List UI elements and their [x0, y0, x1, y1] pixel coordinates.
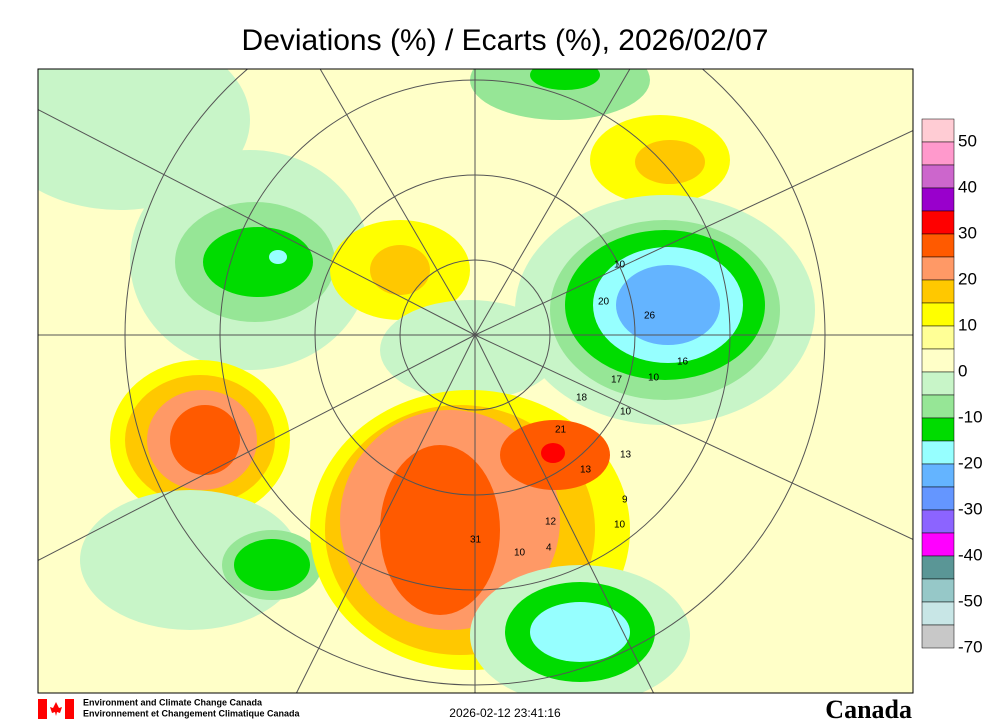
title: Deviations (%) / Ecarts (%), 2026/02/07 [242, 24, 769, 57]
legend-swatch [921, 394, 955, 419]
station-value: 18 [576, 393, 588, 404]
legend-swatch [921, 302, 955, 327]
station-value: 17 [611, 375, 623, 386]
legend-swatch [921, 187, 955, 212]
station-value: 4 [546, 543, 552, 554]
station-value: 10 [614, 260, 626, 271]
timestamp: 2026-02-12 23:41:16 [449, 706, 561, 720]
legend-label: -30 [958, 499, 983, 518]
legend-swatch [921, 555, 955, 580]
legend-swatch [921, 601, 955, 626]
legend-swatch [921, 463, 955, 488]
legend-swatch [921, 256, 955, 281]
legend-label: -70 [958, 637, 983, 656]
legend-swatch [921, 486, 955, 511]
station-value: 26 [644, 311, 656, 322]
org-french: Environnement et Changement Climatique C… [83, 708, 301, 718]
station-value: 20 [598, 297, 610, 308]
legend-swatch [921, 509, 955, 534]
legend-swatch [921, 417, 955, 442]
legend-label: 40 [958, 177, 977, 196]
legend: 50 40 30 20 10 0 -10 -20 -30 -40 -50 -70 [921, 118, 983, 656]
legend-label: 20 [958, 269, 977, 288]
legend-swatch [921, 578, 955, 603]
legend-swatch [921, 164, 955, 189]
legend-swatch [921, 233, 955, 258]
legend-label: 30 [958, 223, 977, 242]
legend-label: -40 [958, 545, 983, 564]
legend-label: 50 [958, 131, 977, 150]
legend-swatch [921, 348, 955, 373]
legend-swatch [921, 279, 955, 304]
station-value: 16 [677, 357, 689, 368]
legend-label: 0 [958, 361, 967, 380]
legend-swatch [921, 118, 955, 143]
station-value: 13 [580, 465, 592, 476]
station-value: 10 [514, 548, 526, 559]
legend-label: 10 [958, 315, 977, 334]
wordmark: Canada [825, 695, 912, 724]
legend-swatch [921, 440, 955, 465]
station-value: 21 [555, 425, 567, 436]
legend-swatch [921, 210, 955, 235]
legend-swatch [921, 325, 955, 350]
org-english: Environment and Climate Change Canada [83, 697, 263, 707]
station-value: 12 [545, 517, 557, 528]
station-value: 31 [470, 535, 482, 546]
legend-swatch [921, 532, 955, 557]
legend-swatch [921, 624, 955, 649]
station-value: 9 [622, 495, 628, 506]
station-value: 10 [614, 520, 626, 531]
legend-swatch [921, 371, 955, 396]
station-value: 13 [620, 450, 632, 461]
station-value: 10 [620, 407, 632, 418]
legend-label: -10 [958, 407, 983, 426]
legend-swatch [921, 141, 955, 166]
station-value: 10 [648, 373, 660, 384]
legend-label: -20 [958, 453, 983, 472]
legend-label: -50 [958, 591, 983, 610]
